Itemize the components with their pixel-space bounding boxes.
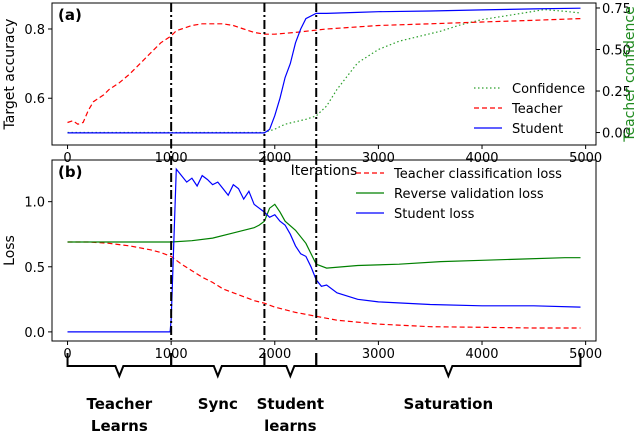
x-axis-label: Iterations xyxy=(291,163,358,179)
x-tick-label: 5000 xyxy=(569,347,602,362)
phase-label: Teacher xyxy=(87,395,153,413)
phase-annotations: Teacher Learns Sync Student learns Saturation xyxy=(66,353,582,435)
series-line-teacher xyxy=(67,18,581,125)
y2-tick-label: 0.75 xyxy=(602,2,631,17)
x-tick-label: 3000 xyxy=(362,347,395,362)
panel-a: 0100020003000400050000.60.80.000.250.500… xyxy=(2,2,638,179)
phase-divider-lines xyxy=(170,3,318,341)
plot-frame xyxy=(51,2,597,146)
x-tick-label: 2000 xyxy=(258,151,291,166)
legend-label: Teacher xyxy=(511,102,563,117)
y-tick-label: 0.6 xyxy=(24,92,45,107)
legend-label: Student loss xyxy=(394,207,475,222)
legend-label: Confidence xyxy=(512,82,585,97)
x-tick-label: 4000 xyxy=(465,347,498,362)
legend-label: Teacher classification loss xyxy=(393,167,562,182)
panel-tag: (a) xyxy=(58,6,82,24)
y2-tick-label: 0.00 xyxy=(602,127,631,142)
x-tick-label: 3000 xyxy=(362,151,395,166)
y-tick-label: 0.8 xyxy=(24,23,45,38)
phase-label: Sync xyxy=(198,395,238,413)
phase-label: Saturation xyxy=(404,395,494,413)
legend-label: Student xyxy=(512,122,563,137)
x-tick-label: 5000 xyxy=(569,151,602,166)
series-line-student xyxy=(67,7,581,134)
y-tick-label: 0.0 xyxy=(24,326,45,341)
y-axis-label: Target accuracy xyxy=(2,19,18,131)
series-line-confidence xyxy=(67,8,581,134)
y2-tick-label: 0.50 xyxy=(602,44,631,59)
y-tick-label: 1.0 xyxy=(24,196,45,211)
legend-label: Reverse validation loss xyxy=(394,187,544,202)
y-axis-label: Loss xyxy=(2,235,18,266)
panel-tag: (b) xyxy=(58,163,82,181)
y-tick-label: 0.5 xyxy=(24,261,45,276)
x-tick-label: 4000 xyxy=(465,151,498,166)
series-line-reverse-validation-loss xyxy=(67,203,581,269)
phase-label: Student xyxy=(257,395,324,413)
x-tick-label: 0 xyxy=(63,151,71,166)
plot-frame xyxy=(51,159,597,342)
series-line-teacher-classification-loss xyxy=(67,241,581,329)
phase-label: Learns xyxy=(91,417,148,435)
y2-tick-label: 0.25 xyxy=(602,85,631,100)
series-line-student-loss xyxy=(67,167,581,333)
phase-label: learns xyxy=(264,417,317,435)
phase-brace xyxy=(315,353,582,379)
y2-axis-label: Teacher confidence xyxy=(622,6,638,142)
x-tick-label: 2000 xyxy=(258,347,291,362)
